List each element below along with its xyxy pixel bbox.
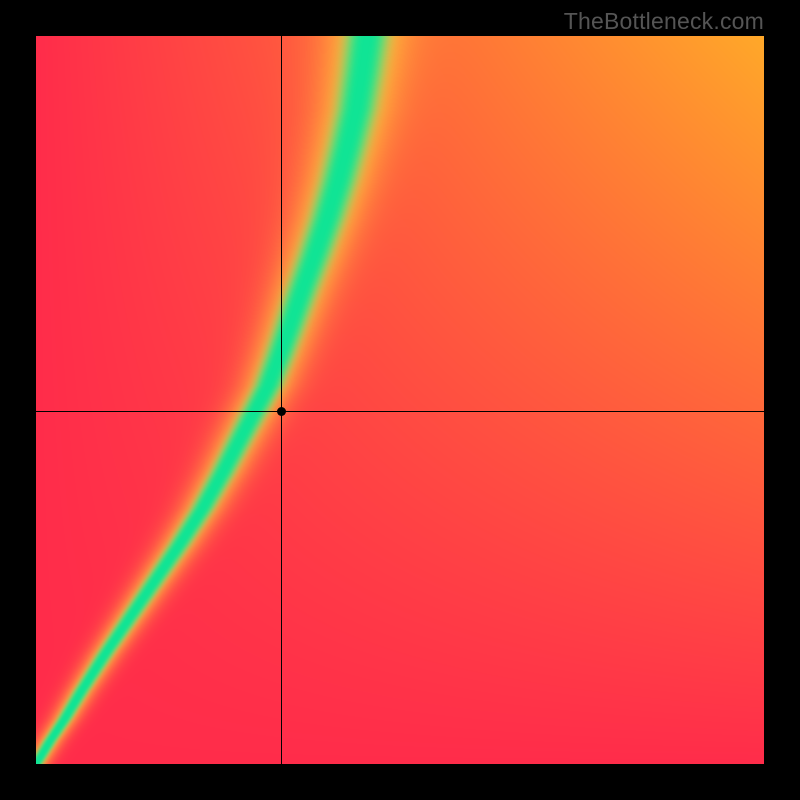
watermark-text: TheBottleneck.com	[564, 8, 764, 35]
bottleneck-heatmap-canvas	[36, 36, 764, 764]
crosshair-horizontal	[36, 411, 764, 412]
crosshair-marker-dot	[277, 407, 286, 416]
crosshair-vertical	[281, 36, 282, 764]
